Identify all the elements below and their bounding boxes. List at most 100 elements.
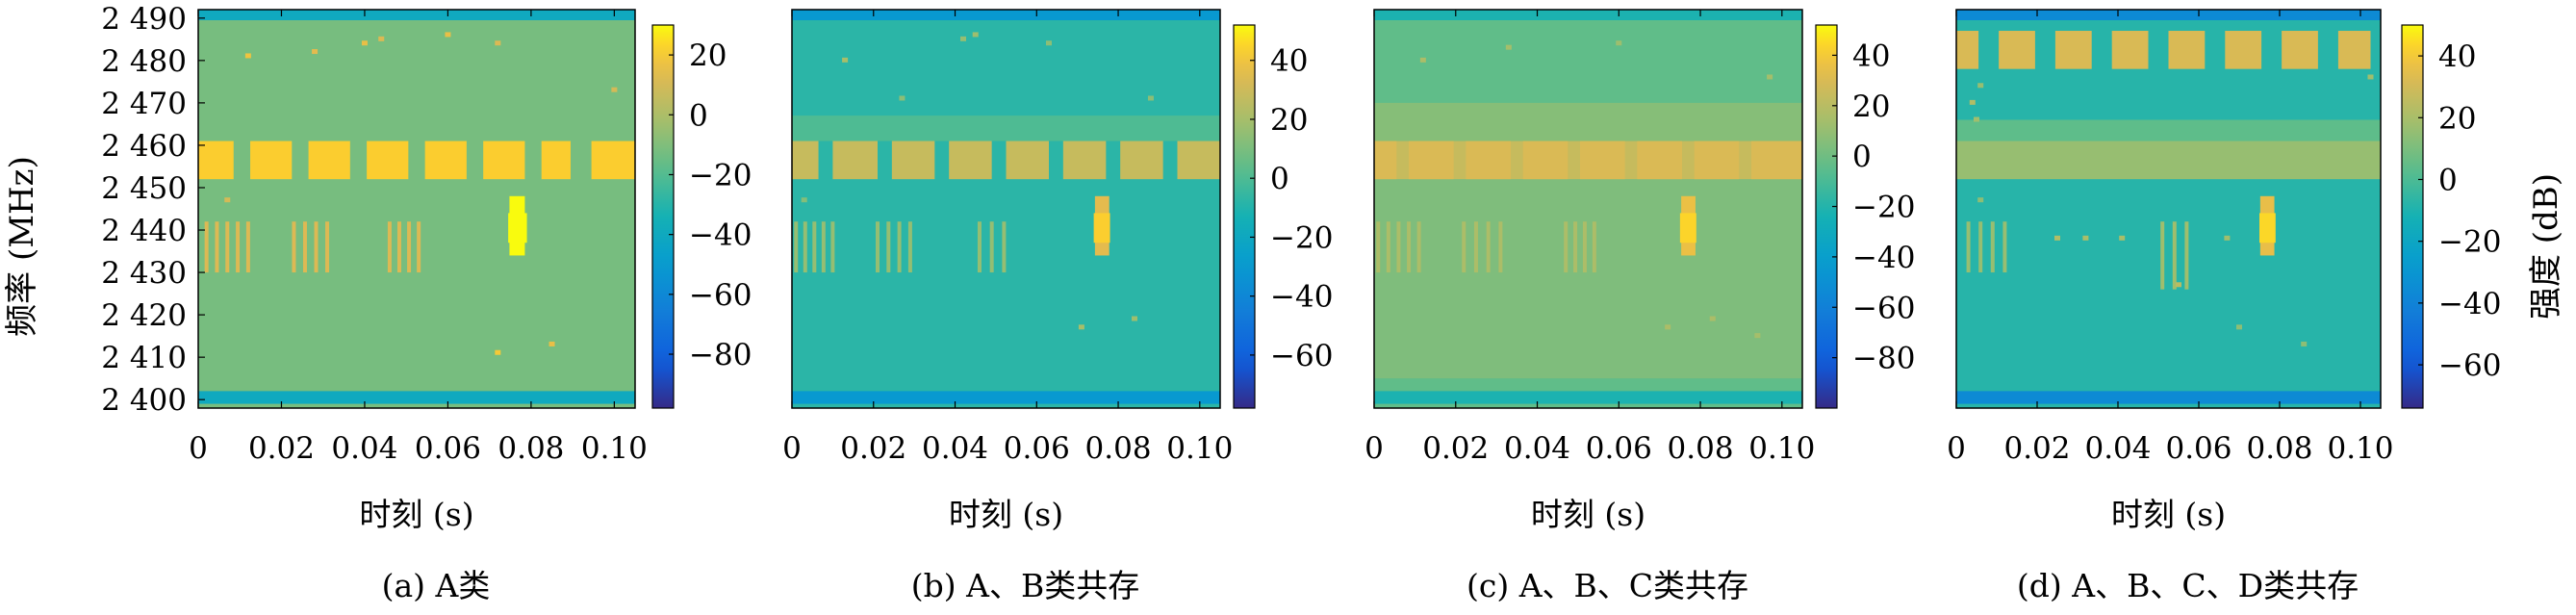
chart-2-colorbar-label-4: −40 <box>1852 241 1915 275</box>
chart-0-speckle-5 <box>495 40 501 46</box>
chart-3-stripe-0-0 <box>1966 221 1971 273</box>
chart-0-burst-5 <box>483 141 525 180</box>
chart-1-colorbar-label-2: 0 <box>1270 162 1289 196</box>
chart-2-stripe-2-2 <box>1582 221 1587 273</box>
chart-1-stripe-1-0 <box>876 221 880 273</box>
chart-2-burst-10 <box>1679 213 1696 243</box>
chart-2-stripe-1-0 <box>1462 221 1467 273</box>
panel-d: 0 0.02 0.04 0.06 0.08 0.10 时刻 (s) (d) A、B、C、D类共… <box>1947 9 2501 604</box>
chart-0-xtick-label-0: 0 <box>189 431 208 466</box>
chart-1-stripe-1-2 <box>897 221 902 273</box>
chart-0-ytick-label-2: 2 420 <box>101 298 187 333</box>
chart-0-colorbar-label-0: 20 <box>689 38 727 73</box>
panel-a: 0 0.02 0.04 0.06 0.08 0.10 2 400 2 410 2 420 2 43… <box>101 2 752 604</box>
chart-1-xtick-label-0: 0 <box>782 431 802 466</box>
chart-0-ytick-label-0: 2 400 <box>101 383 187 418</box>
chart-2-stripe-2-1 <box>1573 221 1578 273</box>
chart-3-burst-2 <box>2054 31 2092 69</box>
chart-1-stripe-0-3 <box>821 221 826 273</box>
chart-1-stripe-0-4 <box>830 221 835 273</box>
chart-2-edge-band-0 <box>1374 391 1802 404</box>
chart-0-edge-band-1 <box>198 10 635 21</box>
chart-2-speckle-1 <box>1505 44 1512 50</box>
chart-1-burst-4 <box>1006 141 1049 180</box>
chart-2-xtick-label-3: 0.06 <box>1586 431 1652 466</box>
chart-1-burst-2 <box>891 141 935 180</box>
chart-1-xlabel: 时刻 (s) <box>949 496 1063 533</box>
chart-0-frame <box>197 9 636 409</box>
chart-2-burst-6 <box>1637 141 1682 180</box>
chart-2-xtick-label-5: 0.10 <box>1748 431 1815 466</box>
chart-2-speckle-2 <box>1616 40 1622 46</box>
chart-0-burst-3 <box>367 141 409 180</box>
chart-3-colorbar-label-2: 0 <box>2438 163 2458 197</box>
chart-3-shaded-band-1 <box>1956 141 2381 180</box>
chart-3-caption: (d) A、B、C、D类共存 <box>2017 567 2359 604</box>
chart-1-stripe-2-0 <box>977 221 982 273</box>
chart-1-plot-area <box>792 10 1220 408</box>
chart-0-stripe-2-2 <box>407 221 412 273</box>
chart-3-speckle-8 <box>2176 282 2181 288</box>
chart-0-caption: (a) A类 <box>382 567 491 604</box>
chart-3-stripe-0-2 <box>1990 221 1995 273</box>
chart-0-burst-7 <box>591 141 635 180</box>
chart-0-ytick-label-8: 2 480 <box>101 44 187 79</box>
chart-0-speckle-7 <box>224 197 231 203</box>
chart-3-speckle-9 <box>2236 324 2242 330</box>
chart-0-xtick-label-1: 0.02 <box>248 431 315 466</box>
chart-0-burst-2 <box>308 141 350 180</box>
chart-3-speckle-7 <box>2224 235 2231 241</box>
chart-2-stripe-1-1 <box>1473 221 1478 273</box>
chart-3-background <box>1956 10 2381 408</box>
chart-0-speckle-3 <box>378 36 385 41</box>
chart-2-burst-2 <box>1409 141 1454 180</box>
chart-2-speckle-0 <box>1419 57 1426 63</box>
chart-2-stripe-0-0 <box>1376 221 1381 273</box>
chart-2-colorbar-label-5: −60 <box>1852 291 1915 325</box>
chart-2-stripe-0-3 <box>1407 221 1412 273</box>
chart-3-xtick-label-1: 0.02 <box>2003 431 2070 466</box>
chart-0-burst-0 <box>198 141 234 180</box>
chart-0-xtick-label-2: 0.04 <box>331 431 397 466</box>
chart-0-xtick-label-5: 0.10 <box>581 431 648 466</box>
chart-1-frame <box>791 9 1221 409</box>
chart-0-colorbar <box>651 24 675 409</box>
chart-2-colorbar-label-1: 20 <box>1852 90 1890 124</box>
chart-1-burst-7 <box>1177 141 1220 180</box>
chart-3-colorbar-label-1: 20 <box>2438 101 2476 136</box>
chart-1-burst-3 <box>949 141 992 180</box>
chart-1-colorbar-label-1: 20 <box>1270 103 1308 138</box>
chart-3-burst-0 <box>1956 31 1979 69</box>
chart-0-ytick-label-3: 2 430 <box>101 256 187 291</box>
chart-0-colorbar-label-5: −80 <box>689 338 752 372</box>
chart-1-speckle-4 <box>899 95 905 101</box>
chart-3-burst-5 <box>2225 31 2262 69</box>
chart-2-burst-8 <box>1751 141 1802 180</box>
chart-2-burst-5 <box>1580 141 1625 180</box>
chart-0-stripe-1-1 <box>302 221 307 273</box>
chart-2-frame <box>1373 9 1803 409</box>
chart-1-speckle-8 <box>1132 316 1137 321</box>
chart-2-caption: (c) A、B、C类共存 <box>1467 567 1748 604</box>
chart-2-plot-area <box>1374 10 1802 408</box>
chart-3-stripe-0-3 <box>2002 221 2007 273</box>
chart-0-stripe-2-3 <box>417 221 421 273</box>
chart-1-stripe-0-2 <box>812 221 817 273</box>
chart-0-speckle-8 <box>495 349 501 355</box>
chart-3-colorbar <box>2401 24 2424 409</box>
chart-0-colorbar-label-3: −40 <box>689 218 752 253</box>
chart-1-caption: (b) A、B类共存 <box>911 567 1139 604</box>
chart-2-colorbar <box>1815 24 1838 409</box>
chart-2-speckle-3 <box>1767 74 1773 80</box>
chart-1-speckle-3 <box>1046 40 1052 46</box>
chart-1-stripe-2-1 <box>989 221 994 273</box>
chart-0-ytick-label-9: 2 490 <box>101 2 187 37</box>
chart-2-xlabel: 时刻 (s) <box>1531 496 1645 533</box>
chart-1-stripe-1-3 <box>907 221 912 273</box>
panel-c: 0 0.02 0.04 0.06 0.08 0.10 时刻 (s) (c) A、B、C类共存 4… <box>1365 9 1915 604</box>
chart-1-xtick-label-1: 0.02 <box>840 431 906 466</box>
chart-1-xtick-label-5: 0.10 <box>1166 431 1233 466</box>
chart-3-speckle-3 <box>1977 197 1984 203</box>
chart-3-xtick-label-5: 0.10 <box>2327 431 2393 466</box>
chart-2-xtick-label-2: 0.04 <box>1504 431 1570 466</box>
